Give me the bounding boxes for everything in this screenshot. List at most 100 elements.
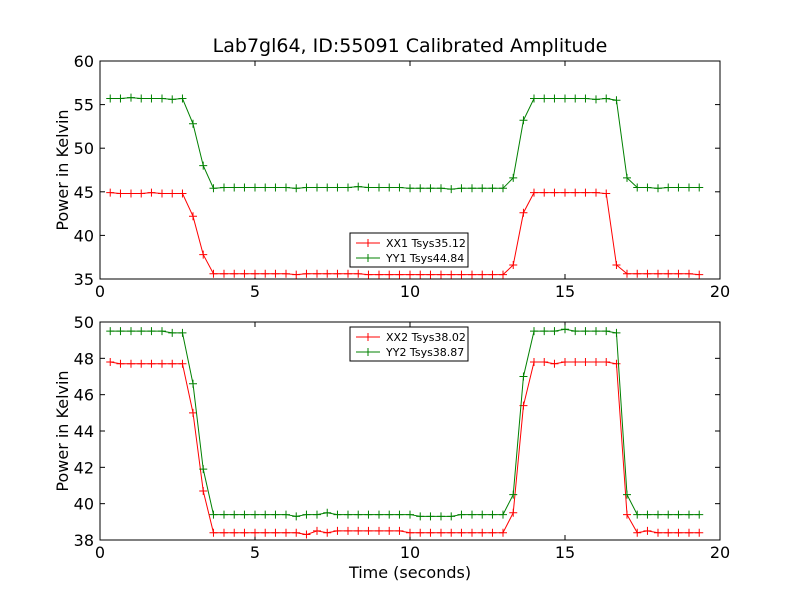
data-point-marker [375, 270, 383, 279]
data-point-marker [354, 269, 363, 278]
data-point-marker [530, 357, 538, 366]
data-point-marker [592, 327, 600, 336]
data-point-marker [457, 184, 466, 193]
data-point-marker [478, 510, 487, 519]
bottom-panel: 0 5 10 15 20 38 40 42 44 46 48 50 Power in Kelvin XX2… [53, 313, 730, 562]
data-point-marker [116, 359, 125, 368]
data-point-marker [685, 528, 693, 537]
data-point-marker [168, 328, 177, 337]
x-tick-label: 0 [95, 282, 105, 301]
data-point-marker [664, 528, 673, 537]
data-point-marker [530, 327, 538, 336]
data-point-marker [282, 510, 290, 519]
data-point-marker [499, 528, 507, 537]
data-point-marker [251, 183, 259, 192]
data-point-marker [499, 184, 507, 193]
data-point-marker [623, 490, 631, 499]
data-point-marker [333, 510, 342, 519]
data-point-marker [344, 183, 352, 192]
data-point-marker [509, 490, 518, 499]
data-point-marker [240, 510, 249, 519]
data-point-marker [695, 510, 704, 519]
data-point-marker [292, 528, 301, 537]
data-point-marker [116, 327, 125, 336]
y-tick-label: 44 [74, 422, 94, 441]
data-point-marker [664, 269, 673, 278]
y-tick-label: 55 [74, 96, 94, 115]
data-point-marker [292, 184, 301, 193]
data-point-marker [261, 183, 270, 192]
data-point-marker [623, 510, 631, 519]
data-point-marker [354, 510, 363, 519]
data-point-marker [271, 183, 280, 192]
data-point-marker [354, 526, 363, 535]
x-tick-label: 20 [710, 282, 730, 301]
data-point-marker [664, 510, 673, 519]
legend-label: YY2 Tsys38.87 [385, 346, 464, 359]
data-point-marker [251, 510, 259, 519]
legend-marker [364, 333, 372, 341]
data-point-marker [571, 94, 580, 103]
y-tick-label: 38 [74, 531, 94, 550]
data-point-marker [550, 188, 559, 197]
data-point-marker [220, 183, 228, 192]
data-point-marker [178, 189, 187, 198]
data-point-marker [509, 261, 518, 270]
data-point-marker [540, 327, 549, 336]
data-point-marker [385, 510, 394, 519]
data-point-marker [581, 357, 590, 366]
x-tick-label: 5 [250, 282, 260, 301]
data-point-marker [468, 510, 476, 519]
x-tick-label: 5 [250, 543, 260, 562]
x-axis-label: Time (seconds) [348, 563, 471, 582]
data-point-marker [209, 528, 218, 537]
data-point-marker [561, 325, 569, 334]
data-point-marker [643, 269, 652, 278]
data-point-marker [282, 528, 290, 537]
data-point-marker [385, 270, 394, 279]
data-point-marker [375, 510, 383, 519]
data-point-marker [395, 183, 404, 192]
y-axis-label: Power in Kelvin [53, 370, 72, 491]
data-point-marker [178, 328, 187, 337]
data-point-marker [364, 526, 373, 535]
data-point-marker [137, 359, 146, 368]
data-point-marker [302, 183, 311, 192]
data-point-marker [251, 528, 259, 537]
data-point-marker [550, 327, 559, 336]
y-tick-label: 50 [74, 313, 94, 332]
data-point-marker [623, 269, 631, 278]
data-point-marker [457, 270, 466, 279]
data-point-marker [437, 512, 445, 521]
data-point-marker [189, 408, 197, 417]
data-point-marker [199, 465, 208, 474]
data-point-marker [271, 269, 280, 278]
data-point-marker [147, 359, 156, 368]
data-point-marker [406, 184, 414, 193]
data-point-marker [127, 93, 135, 102]
data-point-marker [137, 189, 146, 198]
data-point-marker [540, 188, 549, 197]
data-point-marker [302, 510, 311, 519]
series-line [110, 328, 700, 517]
data-point-marker [406, 528, 414, 537]
data-point-marker [209, 269, 218, 278]
data-point-marker [581, 327, 590, 336]
data-point-marker [643, 510, 652, 519]
data-point-marker [499, 270, 507, 279]
data-point-marker [602, 357, 611, 366]
data-point-marker [581, 188, 590, 197]
data-point-marker [426, 512, 435, 521]
data-point-marker [416, 270, 425, 279]
data-point-marker [654, 184, 662, 193]
data-point-marker [168, 189, 177, 198]
data-point-marker [271, 510, 280, 519]
data-point-marker [561, 188, 569, 197]
data-point-marker [674, 183, 683, 192]
data-point-marker [261, 528, 270, 537]
data-point-marker [540, 357, 549, 366]
data-point-marker [127, 359, 135, 368]
data-point-marker [561, 94, 569, 103]
data-point-marker [354, 182, 363, 191]
x-tick-label: 15 [555, 543, 575, 562]
